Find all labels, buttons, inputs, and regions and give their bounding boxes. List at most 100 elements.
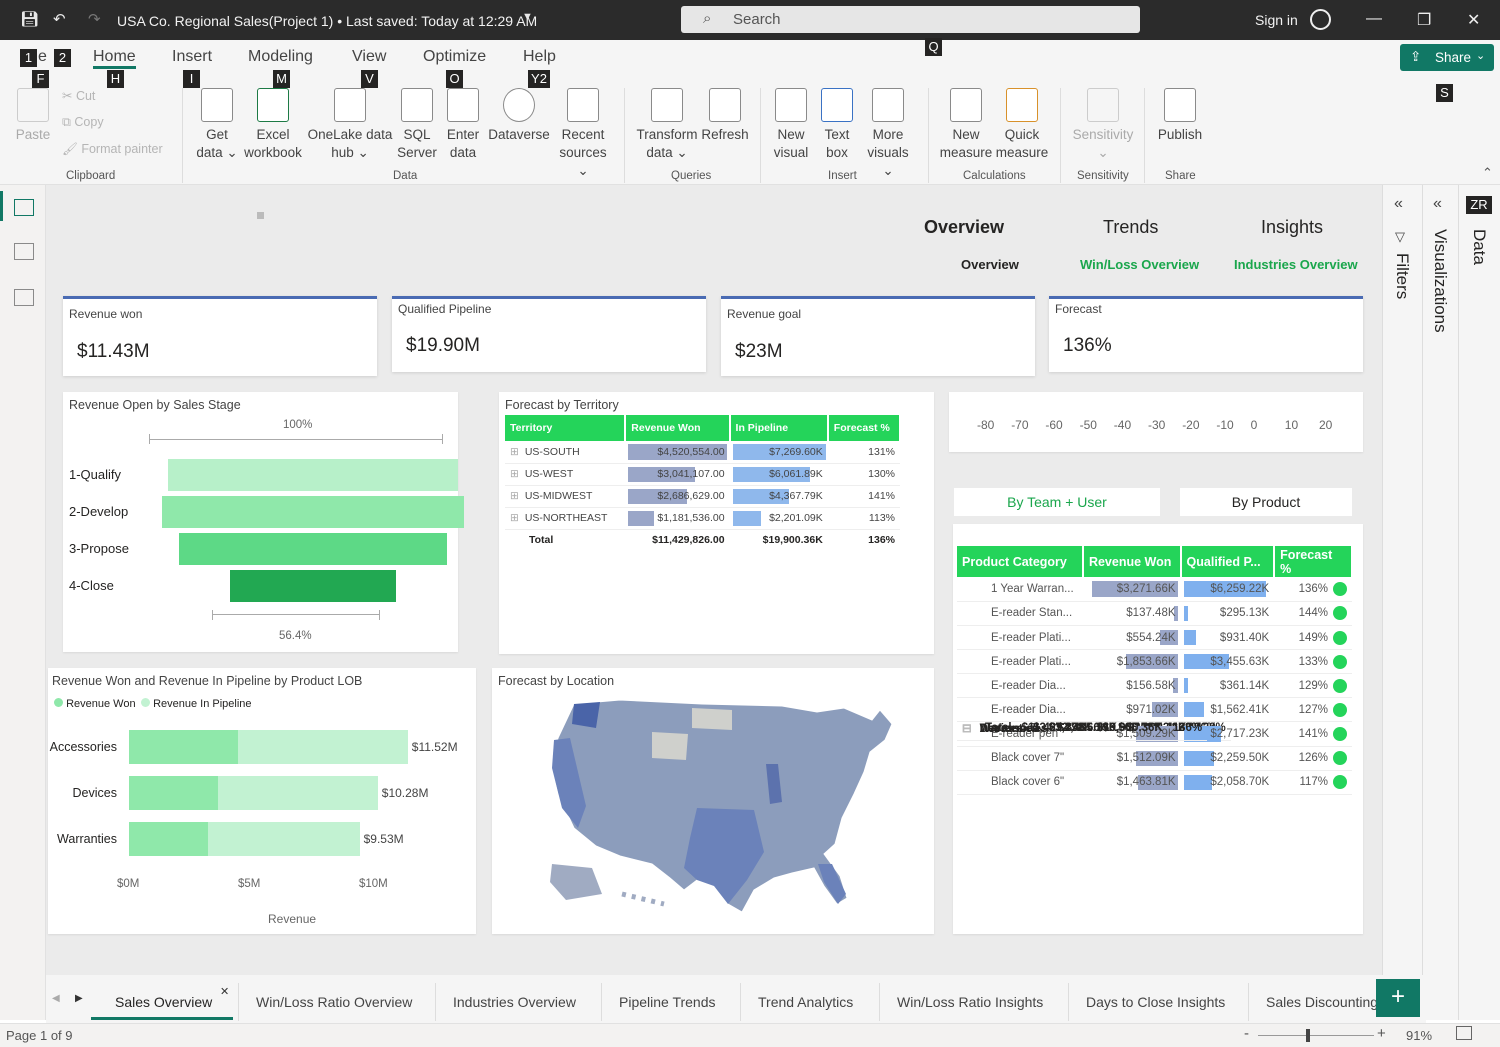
enter-data-button[interactable]: Enter data [442, 88, 484, 162]
tab-file[interactable]: e [38, 48, 47, 65]
bar-revenue-won[interactable] [129, 730, 238, 764]
zoom-slider-thumb[interactable] [1306, 1029, 1310, 1042]
legend-revenue-pipeline[interactable]: Revenue In Pipeline [141, 698, 252, 710]
scroll-left-icon[interactable]: ◀ [52, 993, 60, 1004]
product-row[interactable]: E-reader Stan... $137.48K $295.13K 144% [957, 601, 1352, 626]
expand-visualizations-icon[interactable]: « [1433, 195, 1442, 212]
nav-sub-winloss[interactable]: Win/Loss Overview [1080, 257, 1200, 272]
product-row[interactable]: Black cover 7" $1,512.09K $2,259.50K 126% [957, 746, 1352, 771]
expand-icon[interactable]: ⊞ [510, 490, 519, 502]
territory-table[interactable]: Forecast by Territory Territory Revenue … [499, 392, 934, 654]
zoom-slider[interactable] [1258, 1035, 1374, 1036]
visualizations-pane[interactable]: « Visualizations [1422, 185, 1458, 1020]
page-tab[interactable]: Pipeline Trends [619, 994, 716, 1010]
product-row[interactable]: E-reader Plati... $554.24K $931.40K 149% [957, 625, 1352, 650]
sensitivity-button[interactable]: Sensitivity ⌄ [1070, 88, 1136, 162]
expand-icon[interactable]: ⊞ [510, 445, 519, 458]
page-tab[interactable]: Win/Loss Ratio Insights [897, 994, 1044, 1010]
product-row[interactable]: Black cover 6" $1,463.81K $2,058.70K 117% [957, 770, 1352, 795]
drag-handle[interactable] [257, 212, 264, 219]
data-label[interactable]: Data [1470, 229, 1489, 265]
product-row[interactable]: E-reader Dia... $156.58K $361.14K 129% [957, 673, 1352, 698]
text-box-button[interactable]: Text box [817, 88, 857, 162]
kpi-card-forecast[interactable]: Forecast 136% [1049, 296, 1363, 372]
zoom-in-button[interactable]: + [1377, 1025, 1386, 1042]
report-view-icon[interactable] [14, 199, 34, 216]
tab-insert[interactable]: Insert [172, 48, 213, 65]
minimize-icon[interactable]: — [1366, 10, 1382, 27]
model-view-icon[interactable] [14, 289, 34, 306]
more-visuals-button[interactable]: More visuals ⌄ [860, 88, 916, 180]
by-product-button[interactable]: By Product [1180, 488, 1352, 516]
add-page-button[interactable]: + [1376, 979, 1420, 1017]
refresh-button[interactable]: Refresh [701, 88, 749, 144]
title-dropdown-icon[interactable]: ▼ [522, 11, 533, 23]
quick-measure-button[interactable]: Quick measure [994, 88, 1050, 162]
column-header[interactable]: Forecast % [1274, 546, 1353, 577]
cut-button[interactable]: ✂ Cut [62, 89, 96, 103]
bar-revenue-won[interactable] [129, 776, 218, 810]
expand-icon[interactable]: ⊞ [510, 468, 519, 480]
nav-sub-industries[interactable]: Industries Overview [1234, 257, 1358, 272]
account-icon[interactable] [1310, 9, 1331, 30]
document-title[interactable]: USA Co. Regional Sales(Project 1) • Last… [117, 13, 538, 29]
dataverse-button[interactable]: Dataverse [487, 88, 551, 144]
table-row[interactable]: ⊞ US-MIDWEST $2,686,629.00 $4,367.79K 141% [505, 485, 900, 508]
funnel-bar[interactable] [162, 496, 464, 528]
tab-home[interactable]: Home [93, 48, 136, 69]
column-header[interactable]: In Pipeline [729, 415, 829, 441]
fit-to-page-icon[interactable] [1456, 1026, 1472, 1040]
get-data-button[interactable]: Get data ⌄ [193, 88, 241, 162]
collapse-ribbon-icon[interactable]: ⌃ [1482, 165, 1493, 180]
copy-button[interactable]: ⧉ Copy [62, 115, 104, 129]
tab-optimize[interactable]: Optimize [423, 48, 487, 65]
tab-view[interactable]: View [352, 48, 387, 65]
excel-workbook-button[interactable]: Excel workbook [242, 88, 304, 162]
funnel-chart[interactable]: Revenue Open by Sales Stage 100% 56.4% 1… [63, 392, 464, 652]
page-tab[interactable]: Trend Analytics [758, 994, 854, 1010]
data-pane[interactable]: ZR Data [1458, 185, 1500, 1020]
us-map[interactable] [492, 668, 934, 934]
product-table[interactable]: Product Category Revenue Won Qualified P… [953, 524, 1363, 934]
kpi-card-revenue-goal[interactable]: Revenue goal $23M [721, 296, 1035, 376]
recent-sources-button[interactable]: Recent sources ⌄ [552, 88, 614, 180]
column-header[interactable]: Revenue Won [1082, 546, 1182, 577]
zoom-out-button[interactable]: - [1244, 1025, 1249, 1042]
share-button[interactable]: ⇪ Share ⌄ [1400, 44, 1494, 71]
filters-pane[interactable]: « ▽ Filters [1382, 185, 1422, 1020]
funnel-bar[interactable] [229, 570, 397, 602]
table-row[interactable]: ⊞ US-WEST $3,041,107.00 $6,061.89K 130% [505, 463, 900, 486]
map-visual[interactable]: Forecast by Location [492, 668, 934, 934]
by-team-button[interactable]: By Team + User [954, 488, 1160, 516]
scroll-right-icon[interactable]: ▶ [75, 993, 83, 1004]
page-tab[interactable]: Days to Close Insights [1086, 994, 1226, 1010]
sign-in-link[interactable]: Sign in [1255, 12, 1298, 28]
tab-modeling[interactable]: Modeling [248, 48, 313, 65]
table-row[interactable]: ⊞ US-NORTHEAST $1,181,536.00 $2,201.09K 113% [505, 507, 900, 530]
close-tab-icon[interactable]: ✕ [220, 986, 230, 998]
visualizations-label[interactable]: Visualizations [1431, 229, 1450, 333]
funnel-bar[interactable] [178, 533, 448, 565]
kpi-card-qualified-pipeline[interactable]: Qualified Pipeline $19.90M [392, 296, 706, 372]
column-header[interactable]: Product Category [957, 546, 1084, 577]
new-visual-button[interactable]: New visual [770, 88, 812, 162]
nav-tab-trends[interactable]: Trends [1103, 217, 1159, 237]
filters-label[interactable]: Filters [1393, 253, 1412, 300]
lob-bar-chart[interactable]: Revenue Won and Revenue In Pipeline by P… [48, 668, 476, 934]
undo-icon[interactable]: ↶ [53, 11, 66, 28]
search-box[interactable]: ⌕ Search [681, 6, 1140, 33]
onelake-hub-button[interactable]: OneLake data hub ⌄ [306, 88, 394, 162]
kpi-card-revenue-won[interactable]: Revenue won $11.43M [63, 296, 377, 376]
redo-icon[interactable]: ↷ [88, 11, 101, 28]
funnel-bar[interactable] [168, 459, 458, 491]
table-row[interactable]: ⊞ US-SOUTH $4,520,554.00 $7,269.60K 131% [505, 441, 900, 464]
tab-help[interactable]: Help [523, 48, 556, 65]
page-tab[interactable]: Sales Discounting [1266, 994, 1379, 1010]
close-icon[interactable]: ✕ [1467, 12, 1481, 29]
new-measure-button[interactable]: New measure [938, 88, 994, 162]
save-icon[interactable]: 💾︎ [20, 11, 40, 28]
format-painter-button[interactable]: 🖌︎ Format painter [62, 142, 163, 156]
expand-icon[interactable]: ⊞ [510, 512, 519, 524]
sql-server-button[interactable]: SQL Server [396, 88, 438, 162]
axis-visual[interactable]: -80 -70 -60 -50 -40 -30 -20 -10 0 10 20 [949, 392, 1363, 452]
